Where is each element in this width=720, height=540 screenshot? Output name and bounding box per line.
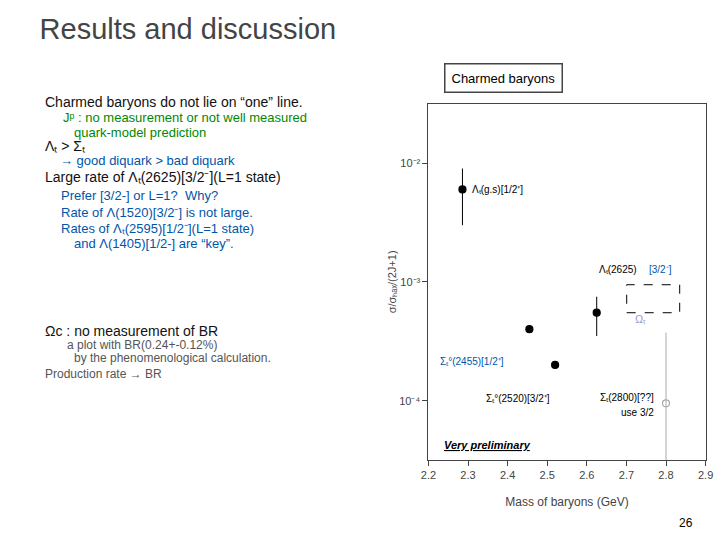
svg-text:Ωc : no measurement of BR: Ωc : no measurement of BR [45,323,218,339]
svg-text:Λₜ > Σₜ: Λₜ > Σₜ [45,138,86,154]
svg-text:10⁻³: 10⁻³ [400,276,420,288]
svg-text:Production rate → BR: Production rate → BR [45,367,162,381]
svg-text:Σₜ°(2455)[1/2⁺]: Σₜ°(2455)[1/2⁺] [440,356,504,367]
svg-text:Jᵖ : no measurement or not wel: Jᵖ : no measurement or not well measured [63,110,307,125]
svg-text:2.3: 2.3 [460,469,475,481]
svg-text:Charmed baryons: Charmed baryons [452,71,556,86]
svg-text:Rate of Λ(1520)[3/2⁻] is not l: Rate of Λ(1520)[3/2⁻] is not large. [61,205,253,220]
svg-text:a plot with BR(0.24+-0.12%): a plot with BR(0.24+-0.12%) [67,338,217,352]
svg-text:Prefer [3/2-] or L=1? Why?: Prefer [3/2-] or L=1? Why? [61,188,218,203]
svg-text:Large rate of Λₜ(2625)[3/2⁻](L: Large rate of Λₜ(2625)[3/2⁻](L=1 state) [45,169,281,185]
svg-text:2.9: 2.9 [698,469,713,481]
svg-text:10⁻²: 10⁻² [400,157,420,169]
svg-text:Λₜ(2625): Λₜ(2625) [599,264,637,275]
svg-text:Very preliminary: Very preliminary [444,439,531,451]
svg-text:2.5: 2.5 [540,469,555,481]
svg-text:Rates of Λₜ(2595)[1/2⁻](L=1 st: Rates of Λₜ(2595)[1/2⁻](L=1 state) [61,221,254,236]
svg-text:quark-model prediction: quark-model prediction [74,125,206,140]
svg-text:Charmed baryons do not lie on: Charmed baryons do not lie on “one” line… [45,94,303,110]
svg-text:2.7: 2.7 [619,469,634,481]
svg-text:2.4: 2.4 [500,469,515,481]
svg-text:26: 26 [679,516,693,530]
svg-text:[3/2⁻]: [3/2⁻] [649,264,672,275]
svg-text:Ωₜ: Ωₜ [635,313,646,325]
svg-text:Σₜ°(2520)[3/2⁺]: Σₜ°(2520)[3/2⁺] [486,393,550,404]
svg-text:Mass of baryons (GeV): Mass of baryons (GeV) [505,495,628,509]
svg-text:2.6: 2.6 [579,469,594,481]
svg-text:σ/σₕₐₓ/(2J+1): σ/σₕₐₓ/(2J+1) [386,250,398,313]
svg-text:use 3/2: use 3/2 [621,407,654,418]
svg-text:Λₜ(g.s)[1/2⁺]: Λₜ(g.s)[1/2⁺] [472,184,523,195]
svg-text:2.2: 2.2 [421,469,436,481]
svg-text:Σₜ(2800)[??]: Σₜ(2800)[??] [600,392,654,403]
svg-text:→ good diquark > bad diquark: → good diquark > bad diquark [60,153,235,168]
svg-text:10⁻⁴: 10⁻⁴ [399,395,420,407]
svg-text:2.8: 2.8 [658,469,673,481]
svg-text:and Λ(1405)[1/2-] are “key”.: and Λ(1405)[1/2-] are “key”. [74,236,234,251]
svg-text:Results and discussion: Results and discussion [40,13,337,45]
svg-text:by the phenomenological calcul: by the phenomenological calculation. [74,351,271,365]
